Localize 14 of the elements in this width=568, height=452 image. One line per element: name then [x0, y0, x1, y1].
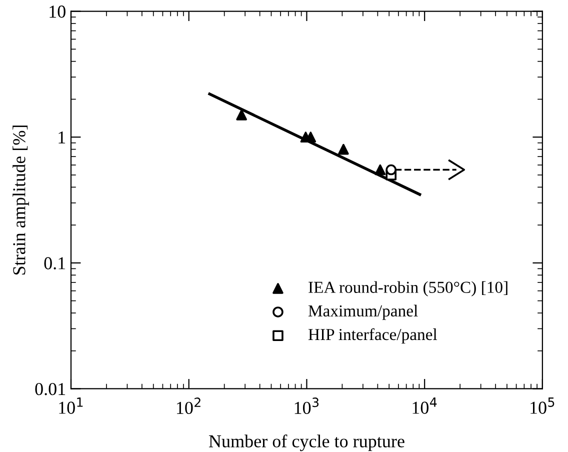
legend-label: IEA round-robin (550°C) [10]: [308, 281, 508, 296]
x-axis-title: Number of cycle to rupture: [208, 434, 404, 452]
x-tick-label: 10$^{4}$: [412, 398, 437, 414]
y-tick-label: 10: [50, 6, 66, 18]
x-tick-label: 10$^{2}$: [176, 398, 200, 414]
y-tick-label: 0.01: [35, 382, 66, 396]
y-tick-label: 1: [58, 131, 66, 144]
y-axis-title: Strain amplitude [%]: [12, 126, 29, 275]
legend-label: Maximum/panel: [308, 304, 418, 320]
x-tick-label: 10$^{1}$: [59, 398, 83, 414]
legend-label: HIP interface/panel: [308, 328, 438, 344]
x-tick-label: 10$^{5}$: [530, 398, 554, 414]
y-tick-label: 0.1: [44, 257, 66, 270]
x-tick-label: 10$^{3}$: [294, 398, 319, 414]
